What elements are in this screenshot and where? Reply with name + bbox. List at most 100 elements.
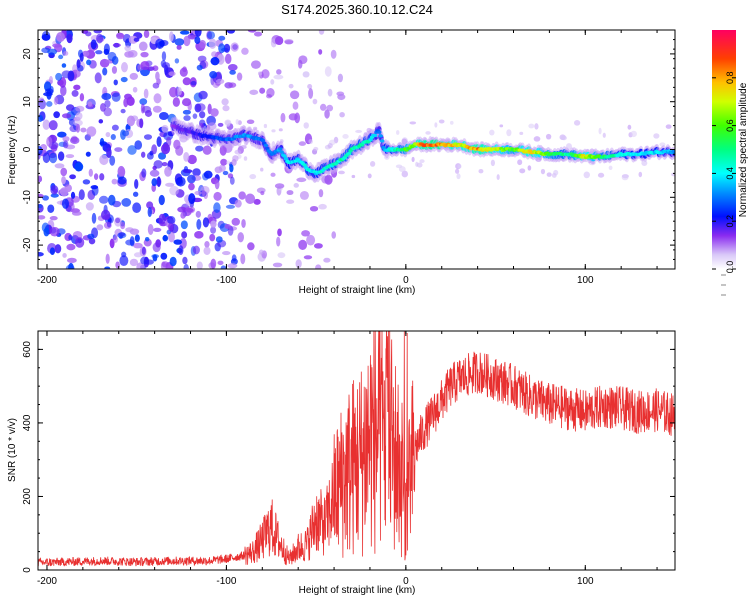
heatmap-cell	[202, 145, 212, 155]
heatmap-cell	[277, 228, 282, 237]
heatmap-cell	[86, 59, 92, 66]
heatmap-cell	[128, 35, 138, 44]
heatmap-cell	[132, 242, 143, 249]
heatmap-cell	[583, 171, 590, 179]
heatmap-cell	[41, 31, 51, 41]
heatmap-cell	[96, 33, 104, 44]
heatmap-cell	[103, 221, 112, 229]
heatmap-cell	[88, 168, 93, 177]
heatmap-cell	[496, 174, 500, 181]
heatmap-cell	[54, 163, 65, 169]
heatmap-cell	[456, 173, 461, 180]
heatmap-cell	[140, 103, 145, 114]
heatmap-cell	[139, 118, 144, 129]
heatmap-cell	[229, 163, 234, 173]
heatmap-cell	[277, 252, 286, 259]
heatmap-cell	[232, 155, 239, 162]
heatmap-cell	[144, 236, 150, 242]
heatmap-cell	[261, 69, 270, 79]
heatmap-cell	[227, 263, 238, 269]
heatmap-cell	[99, 173, 105, 181]
heatmap-cell	[121, 198, 132, 207]
heatmap-cell	[196, 219, 202, 230]
heatmap-cell	[209, 71, 218, 79]
heatmap-cell	[81, 50, 90, 57]
heatmap-cell	[246, 119, 255, 124]
heatmap-cell	[203, 170, 213, 179]
heatmap-cell	[156, 176, 161, 188]
heatmap-cell	[546, 172, 552, 177]
heatmap-cell	[638, 171, 643, 178]
colorbar-tick-label: 0.6	[725, 119, 735, 132]
heatmap-cell	[276, 69, 282, 75]
heatmap-cell	[182, 169, 193, 174]
heatmap-cell	[70, 136, 80, 145]
heatmap-cell	[228, 82, 237, 88]
heatmap-cell	[234, 199, 242, 208]
heatmap-cell	[211, 51, 218, 58]
heatmap-cell	[141, 151, 146, 158]
heatmap-cell	[301, 230, 311, 237]
heatmap-cell	[134, 234, 140, 242]
heatmap-cell	[141, 246, 146, 255]
heatmap-cell	[158, 194, 165, 206]
heatmap-cell	[195, 210, 201, 218]
heatmap-cell	[109, 155, 116, 166]
heatmap-cell	[237, 232, 244, 243]
heatmap-cell	[71, 211, 82, 216]
heatmap-cell	[198, 90, 208, 100]
heatmap-cell	[415, 161, 419, 167]
heatmap-cell	[174, 58, 180, 64]
heatmap-cell	[48, 76, 53, 85]
heatmap-cell	[273, 74, 284, 80]
heatmap-cell	[114, 147, 123, 152]
heatmap-cell	[85, 151, 91, 157]
heatmap-cell	[245, 193, 256, 205]
colorbar-ticks: 0.0 0.2 0.4 0.6 0.8	[712, 72, 736, 296]
heatmap-cell	[66, 257, 77, 264]
heatmap-cell	[398, 166, 406, 173]
heatmap-cell	[111, 124, 119, 131]
heatmap-cell	[152, 242, 161, 253]
heatmap-cell	[288, 83, 294, 89]
heatmap-cell	[499, 124, 504, 128]
heatmap-cell	[250, 60, 261, 69]
heatmap-cell	[161, 143, 171, 155]
heatmap-cell	[367, 173, 372, 179]
heatmap-cell	[553, 169, 559, 176]
heatmap-cell	[260, 190, 265, 196]
heatmap-cell	[79, 52, 84, 62]
heatmap-cell	[284, 40, 294, 45]
heatmap-cell	[378, 134, 383, 138]
heatmap-cell	[65, 154, 75, 159]
heatmap-cell	[208, 38, 217, 49]
heatmap-cell	[381, 146, 386, 150]
heatmap-cell	[210, 220, 217, 228]
heatmap-cell	[187, 174, 196, 184]
heatmap-cell	[174, 38, 185, 46]
heatmap-cell	[630, 130, 637, 138]
heatmap-cell	[438, 119, 445, 124]
heatmap-cell	[218, 35, 226, 41]
heatmap-cell	[597, 172, 605, 178]
heatmap-cell	[126, 96, 135, 107]
heatmap-cell	[140, 60, 150, 71]
y-tick-label: 10	[22, 96, 33, 108]
heatmap-cell	[324, 66, 332, 77]
heatmap-cell	[249, 174, 257, 180]
heatmap-cell	[75, 105, 85, 112]
snr-frame	[37, 330, 676, 571]
heatmap-cell	[155, 71, 160, 81]
heatmap-cell	[318, 30, 325, 35]
heatmap-cell	[60, 85, 67, 97]
heatmap-cell	[50, 193, 59, 198]
heatmap-cell	[319, 103, 327, 111]
heatmap-cell	[61, 113, 72, 119]
heatmap-cell	[339, 111, 345, 118]
snr-series-line	[38, 331, 675, 567]
heatmap-cell	[177, 206, 187, 213]
x-tick-label: -200	[37, 275, 57, 286]
heatmap-cell	[323, 257, 331, 263]
heatmap-cell	[214, 179, 220, 190]
